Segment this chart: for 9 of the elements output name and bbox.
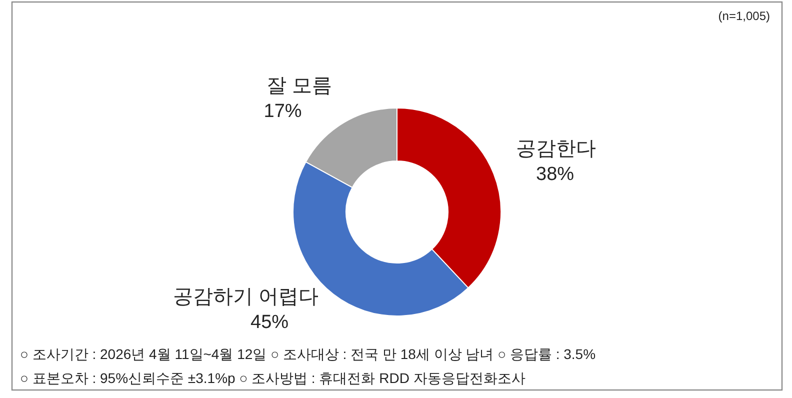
text: ○ 조사기간 : 2026년 4월 11일~4월 12일 ○ 조사대상 : 전국 만 18세 이상 남녀 ○ 응답률 : 3.5% — [20, 346, 596, 362]
data-label: 38% — [536, 164, 574, 185]
text: (n=1,005) — [718, 9, 770, 23]
data-label: 45% — [250, 312, 289, 334]
slice-label: 잘 모름 — [266, 74, 332, 97]
data-label: 17% — [264, 100, 302, 122]
slice-label: 공감하기 어렵다 — [172, 286, 319, 308]
slice-label: 공감한다 — [516, 138, 596, 160]
text: ○ 표본오차 : 95%신뢰수준 ±3.1%p ○ 조사방법 : 휴대전화 RDD 자동응답전화조사 — [20, 370, 526, 386]
